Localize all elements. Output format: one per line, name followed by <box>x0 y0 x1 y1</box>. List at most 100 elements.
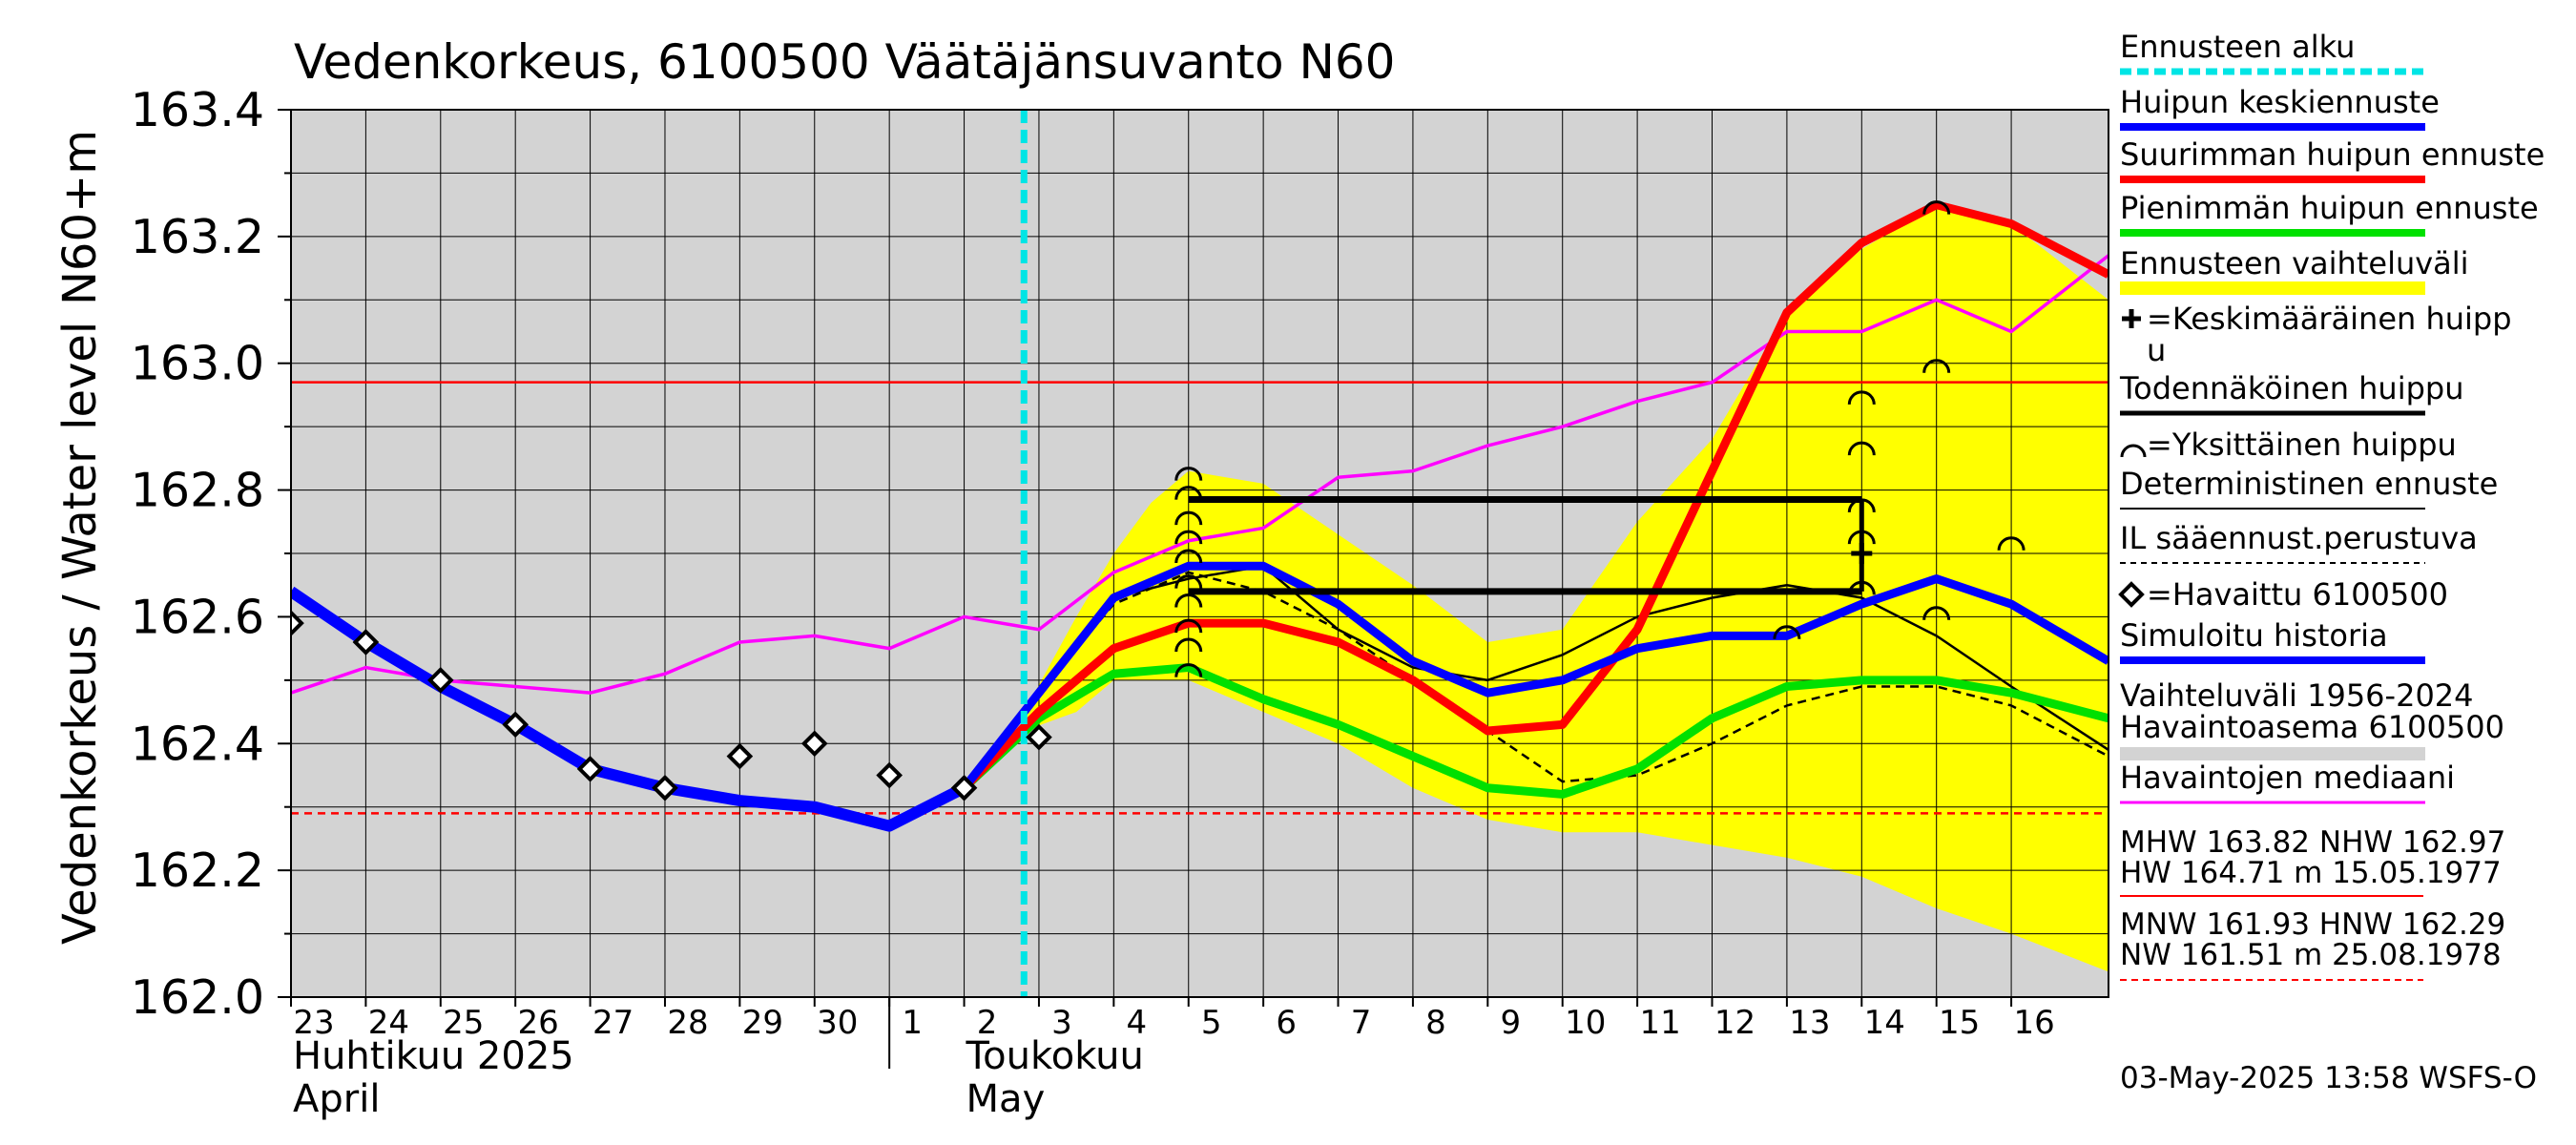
observed-point <box>352 629 380 656</box>
single-peak-marker <box>1174 530 1203 545</box>
single-peak-marker <box>1174 510 1203 526</box>
legend-marker-arc <box>2120 444 2147 458</box>
x-day-label: 8 <box>1425 1004 1446 1042</box>
x-day-label: 6 <box>1276 1004 1297 1042</box>
x-day-label: 1 <box>902 1004 923 1042</box>
single-peak-marker <box>1847 580 1876 595</box>
y-tick-label: 162.4 <box>131 717 264 771</box>
observed-point <box>502 711 530 739</box>
average-peak-marker <box>1851 543 1873 564</box>
single-peak-marker <box>1847 498 1876 512</box>
single-peak-marker <box>1773 625 1801 639</box>
y-tick-label: 163.0 <box>131 337 264 391</box>
x-day-label: 16 <box>2013 1004 2054 1042</box>
single-peak-marker <box>1174 574 1203 589</box>
stat-mnw-line1: MNW 161.93 HNW 162.29 <box>2120 907 2505 942</box>
observed-point <box>800 730 828 758</box>
legend-label-suurimman-huipun: Suurimman huipun ennuste <box>2120 136 2545 173</box>
single-peak-marker <box>1922 200 1951 215</box>
observed-point <box>726 742 754 770</box>
legend-label-deterministinen: Deterministinen ennuste <box>2120 466 2498 502</box>
single-peak-marker <box>1174 663 1203 677</box>
chart-title: Vedenkorkeus, 6100500 Väätäjänsuvanto N6… <box>294 34 1395 90</box>
x-day-label: 24 <box>368 1004 409 1042</box>
y-tick-label: 162.0 <box>131 970 264 1025</box>
x-day-label: 11 <box>1639 1004 1680 1042</box>
legend-label-vaihteluvali-historia: Vaihteluväli 1956-2024 <box>2120 677 2474 714</box>
single-peak-marker <box>1847 390 1876 406</box>
x-day-label: 14 <box>1864 1004 1905 1042</box>
month-label-fi: Toukokuu <box>966 1034 1144 1078</box>
y-tick-label: 162.2 <box>131 843 264 898</box>
x-day-label: 10 <box>1565 1004 1606 1042</box>
x-day-label: 3 <box>1051 1004 1072 1042</box>
series-simuloitu-historia <box>291 586 967 832</box>
legend-marker-plus <box>2122 309 2141 328</box>
observed-point <box>1026 723 1052 751</box>
single-peak-marker <box>1847 530 1876 545</box>
single-peak-marker <box>1174 549 1203 564</box>
x-day-label: 27 <box>592 1004 634 1042</box>
single-peak-marker <box>1847 441 1876 456</box>
series-havaintojen-mediaani <box>291 254 2109 695</box>
x-day-label: 15 <box>1939 1004 1980 1042</box>
legend-label-vaihteluvali: Ennusteen vaihteluväli <box>2120 245 2469 281</box>
legend-label-todennakoinen: Todennäköinen huippu <box>2119 370 2464 406</box>
month-label-en: April <box>293 1077 380 1121</box>
observed-point <box>652 774 678 802</box>
x-day-label: 9 <box>1501 1004 1522 1042</box>
observed-point <box>576 756 604 782</box>
x-day-label: 29 <box>742 1004 783 1042</box>
single-peak-marker <box>1922 359 1951 373</box>
y-axis-unit: N60+m <box>53 130 107 305</box>
observed-point <box>426 667 454 694</box>
x-day-label: 7 <box>1351 1004 1372 1042</box>
legend-marker-diamond <box>2118 581 2145 608</box>
legend-label-havaittu: =Havaittu 6100500 <box>2147 576 2448 613</box>
legend-label-mediaani: Havaintojen mediaani <box>2120 760 2455 796</box>
month-label-en: May <box>966 1077 1046 1121</box>
legend-label-il-saaennust: IL sääennust.perustuva <box>2120 520 2478 556</box>
series-suurimman-huipun-ennuste <box>961 200 2109 791</box>
x-day-label: 4 <box>1127 1004 1148 1042</box>
plot-content <box>291 110 2109 997</box>
legend-label-simuloitu: Simuloitu historia <box>2120 617 2388 654</box>
legend: Ennusteen alku Huipun keskiennuste Suurimm… <box>2118 29 2545 804</box>
observed-point <box>876 761 903 789</box>
observed-point <box>950 774 978 802</box>
y-tick-label: 162.8 <box>131 464 264 518</box>
legend-label-yksittainen: =Yksittäinen huippu <box>2147 427 2457 463</box>
statistics-box: MHW 163.82 NHW 162.97 HW 164.71 m 15.05.… <box>2120 825 2505 981</box>
stat-mhw-line1: MHW 163.82 NHW 162.97 <box>2120 825 2505 860</box>
series-huipun-keskiennuste <box>961 561 2109 791</box>
single-peak-marker <box>1174 618 1203 634</box>
x-day-label: 13 <box>1789 1004 1830 1042</box>
observed-point <box>291 610 304 636</box>
y-tick-label: 163.4 <box>131 83 264 137</box>
legend-label-ennusteen-alku: Ennusteen alku <box>2120 29 2355 65</box>
series-deterministinen-ennuste <box>963 565 2109 789</box>
single-peak-marker <box>1174 486 1203 500</box>
x-day-label: 28 <box>667 1004 708 1042</box>
y-tick-label: 163.2 <box>131 210 264 264</box>
single-peak-marker <box>1174 593 1203 608</box>
x-day-label: 12 <box>1714 1004 1755 1042</box>
x-day-label: 5 <box>1201 1004 1222 1042</box>
single-peak-marker <box>1997 536 2025 551</box>
x-day-label: 30 <box>817 1004 858 1042</box>
band-ennusteen-vaihteluv-li <box>1024 204 2109 972</box>
plot-area <box>291 110 2109 997</box>
single-peak-marker <box>1922 606 1951 620</box>
legend-label-huipun-keskiennuste: Huipun keskiennuste <box>2120 84 2440 120</box>
footer-timestamp: 03-May-2025 13:58 WSFS-O <box>2120 1061 2537 1095</box>
x-day-label: 2 <box>977 1004 998 1042</box>
month-label-fi: Huhtikuu 2025 <box>293 1034 574 1078</box>
single-peak-marker <box>1174 467 1203 481</box>
legend-label-keskimaarainen: =Keskimääräinen huipp <box>2147 301 2512 337</box>
series-pienimm-n-huipun-ennuste <box>961 663 2109 799</box>
y-axis-label: Vedenkorkeus / Water level <box>53 322 107 945</box>
x-day-label: 25 <box>443 1004 484 1042</box>
axes: 162.0 162.2 162.4 162.6 162.8 163.0 163.2 163.4… <box>131 83 2109 1121</box>
x-day-label: 23 <box>293 1004 334 1042</box>
